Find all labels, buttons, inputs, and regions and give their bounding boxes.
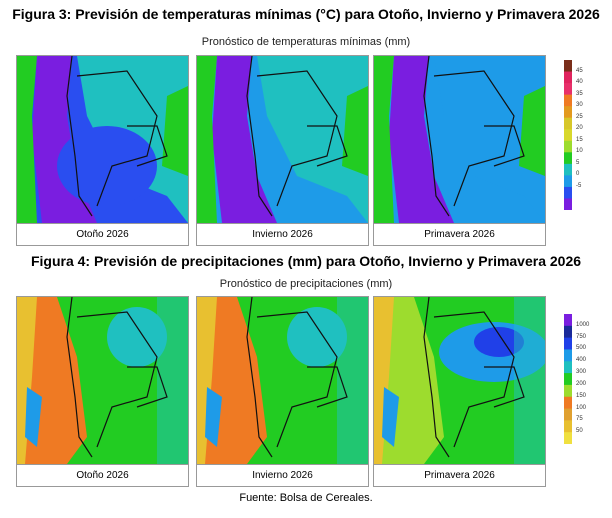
panel-caption: Invierno 2026 [197, 223, 368, 245]
colorbar-segment [564, 106, 572, 119]
colorbar-label: 10 [576, 148, 583, 155]
panel-caption: Invierno 2026 [197, 464, 368, 486]
colorbar-segment [564, 175, 572, 188]
map-panel: Primavera 2026 [373, 55, 546, 246]
map-image [17, 56, 188, 223]
colorbar-segment [564, 71, 572, 84]
map-panel: Invierno 2026 [196, 55, 369, 246]
panel-caption: Primavera 2026 [374, 223, 545, 245]
map-image [197, 297, 368, 464]
map-image [197, 56, 368, 223]
colorbar-label: 15 [576, 136, 583, 143]
map-panel: Otoño 2026 [16, 296, 189, 487]
map-image [17, 297, 188, 464]
colorbar-label: 75 [576, 416, 583, 423]
colorbar-label: 400 [576, 357, 587, 364]
figure4-subtitle: Pronóstico de precipitaciones (mm) [219, 278, 393, 290]
colorbar-label: 500 [576, 345, 587, 352]
map-panel: Otoño 2026 [16, 55, 189, 246]
colorbar-label: 750 [576, 333, 587, 340]
colorbar-label: 150 [576, 392, 587, 399]
colorbar-label: 0 [576, 171, 580, 178]
colorbar-segment [564, 83, 572, 96]
colorbar-label: 45 [576, 67, 583, 74]
map-image [374, 297, 545, 464]
colorbar-segment [564, 152, 572, 165]
map-image [374, 56, 545, 223]
figure3-title: Figura 3: Previsión de temperaturas míni… [12, 6, 600, 22]
colorbar-segment [564, 163, 572, 176]
colorbar-segment [564, 129, 572, 142]
colorbar-segment [564, 337, 572, 350]
colorbar-segment [564, 140, 572, 153]
map-panel: Invierno 2026 [196, 296, 369, 487]
panel-caption: Otoño 2026 [17, 223, 188, 245]
colorbar-segment [564, 94, 572, 107]
colorbar-label: 5 [576, 159, 580, 166]
colorbar-label: 300 [576, 369, 587, 376]
panel-caption: Otoño 2026 [17, 464, 188, 486]
colorbar-label: 50 [576, 428, 583, 435]
colorbar-segment [564, 198, 572, 211]
colorbar-segment [564, 396, 572, 410]
colorbar-segment [564, 117, 572, 130]
colorbar-label: 40 [576, 79, 583, 86]
colorbar-segment [564, 432, 572, 445]
colorbar-legend: 1000 750 500 400 300 200 150 100 75 50 [563, 314, 589, 449]
colorbar-label: -5 [576, 182, 582, 189]
panel-caption: Primavera 2026 [374, 464, 545, 486]
figure3-subtitle: Pronóstico de temperaturas mínimas (mm) [201, 36, 411, 48]
colorbar-segment [564, 373, 572, 386]
colorbar-label: 1000 [576, 321, 590, 328]
source-note: Fuente: Bolsa de Cereales. [239, 492, 373, 504]
colorbar-segment [564, 349, 572, 362]
colorbar-label: 20 [576, 125, 583, 132]
colorbar-label: 100 [576, 404, 587, 411]
colorbar-segment [564, 420, 572, 433]
colorbar-label: 30 [576, 102, 583, 109]
colorbar-segment [564, 325, 572, 339]
colorbar-segment [564, 384, 572, 398]
figure4-title: Figura 4: Previsión de precipitaciones (… [30, 253, 582, 269]
colorbar-legend: 45 40 35 30 25 20 15 10 5 0 -5 [563, 60, 583, 215]
colorbar-segment [564, 361, 572, 374]
colorbar-segment [564, 60, 572, 73]
colorbar-label: 200 [576, 380, 587, 387]
colorbar-segment [564, 314, 572, 327]
colorbar-label: 35 [576, 90, 583, 97]
colorbar-segment [564, 186, 572, 199]
colorbar-segment [564, 408, 572, 421]
colorbar-label: 25 [576, 113, 583, 120]
map-panel: Primavera 2026 [373, 296, 546, 487]
